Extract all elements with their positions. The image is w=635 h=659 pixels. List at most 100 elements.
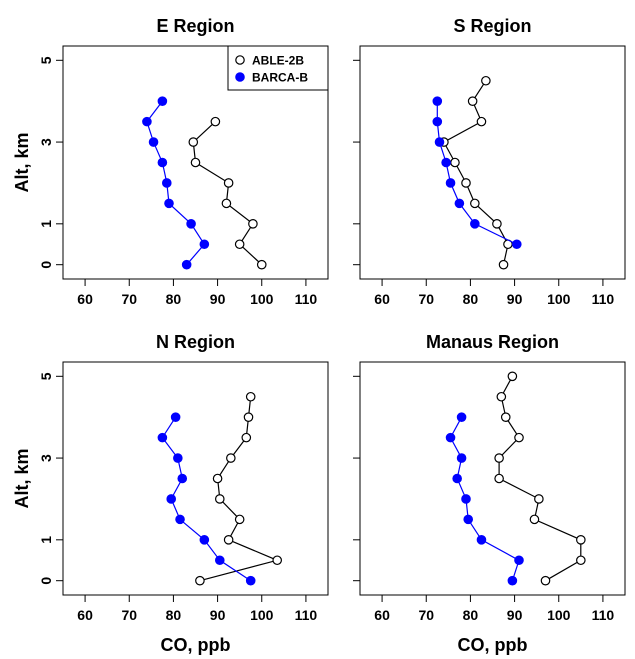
data-point-barca-b [157, 432, 168, 443]
x-tick-label: 70 [121, 291, 137, 307]
data-point-able-2b [507, 371, 518, 382]
x-tick-label: 70 [418, 291, 434, 307]
legend-label: ABLE-2B [252, 54, 304, 68]
data-point-barca-b [507, 575, 518, 586]
data-point-barca-b [157, 157, 168, 168]
plot-frame [62, 361, 329, 596]
x-tick-label: 110 [295, 607, 318, 623]
x-tick-label: 70 [121, 607, 137, 623]
x-tick-label: 90 [507, 291, 523, 307]
x-tick-label: 100 [250, 607, 274, 623]
data-point-barca-b [511, 239, 522, 250]
data-point-able-2b [272, 555, 283, 566]
y-axis-label: Alt, km [12, 448, 32, 508]
data-point-barca-b [445, 432, 456, 443]
data-point-barca-b [170, 412, 181, 422]
data-point-able-2b [467, 96, 478, 106]
x-tick-label: 80 [463, 607, 479, 623]
data-point-able-2b [496, 391, 507, 402]
x-tick-label: 80 [166, 291, 182, 307]
legend-box [227, 45, 329, 91]
x-tick-label: 70 [418, 607, 434, 623]
y-tick-label: 1 [38, 220, 54, 228]
data-point-barca-b [199, 535, 210, 545]
y-tick-label: 3 [38, 138, 54, 146]
data-point-barca-b [445, 178, 456, 188]
data-point-able-2b [492, 219, 502, 229]
data-point-able-2b [188, 137, 199, 147]
x-tick-label: 90 [210, 291, 226, 307]
x-tick-label: 60 [77, 291, 93, 307]
data-point-barca-b [157, 96, 168, 106]
legend-marker [235, 55, 245, 65]
data-point-able-2b [234, 514, 245, 525]
data-point-able-2b [226, 453, 236, 463]
series-line-able-2b [498, 376, 582, 582]
data-point-barca-b [199, 239, 210, 250]
data-point-able-2b [245, 391, 256, 402]
data-point-able-2b [243, 412, 254, 422]
data-point-barca-b [476, 535, 487, 545]
data-point-able-2b [248, 219, 258, 229]
x-tick-label: 60 [374, 291, 390, 307]
plot-frame [359, 45, 626, 280]
x-tick-label: 60 [77, 607, 93, 623]
data-point-barca-b [181, 259, 192, 270]
data-point-barca-b [164, 198, 174, 209]
data-point-able-2b [221, 198, 232, 209]
data-point-barca-b [456, 412, 467, 422]
x-tick-label: 60 [374, 607, 390, 623]
y-tick-label: 0 [38, 577, 54, 585]
data-point-able-2b [234, 239, 245, 250]
x-tick-label: 110 [592, 291, 615, 307]
data-point-barca-b [245, 575, 256, 586]
y-tick-label: 3 [38, 454, 54, 462]
data-point-able-2b [534, 494, 544, 504]
data-point-able-2b [223, 178, 234, 188]
data-point-barca-b [463, 514, 474, 525]
panel-4: Manaus Region 60 70 80 90 100 110 CO, ppb [353, 332, 626, 655]
data-point-barca-b [432, 96, 443, 106]
panel-2: S Region 60 70 80 90 100 110 [353, 16, 626, 307]
x-tick-label: 80 [166, 607, 182, 623]
legend-marker [235, 72, 245, 82]
data-point-able-2b [481, 75, 491, 86]
series-line-barca-b [449, 416, 520, 581]
data-point-able-2b [476, 116, 487, 127]
data-point-able-2b [195, 575, 205, 586]
panel-3: N Region 60 70 80 90 100 110 0 1 3 5 Alt, km CO, ppb [12, 332, 329, 655]
x-tick-label: 80 [463, 291, 479, 307]
data-point-barca-b [432, 116, 443, 127]
data-point-able-2b [190, 157, 201, 168]
data-point-able-2b [494, 453, 504, 463]
data-point-barca-b [175, 514, 185, 525]
y-tick-label: 5 [38, 56, 54, 64]
data-point-barca-b [161, 178, 172, 188]
x-tick-label: 100 [547, 291, 571, 307]
legend-label: BARCA-B [252, 71, 308, 85]
y-tick-label: 1 [38, 536, 54, 544]
data-point-able-2b [494, 473, 504, 484]
data-point-able-2b [450, 157, 460, 168]
data-point-able-2b [214, 494, 225, 504]
data-point-barca-b [148, 137, 159, 147]
data-point-barca-b [452, 473, 462, 484]
series-line-able-2b [443, 80, 509, 265]
data-point-able-2b [256, 259, 267, 270]
data-point-able-2b [470, 198, 480, 209]
data-point-able-2b [576, 555, 586, 566]
data-point-barca-b [166, 494, 177, 504]
data-point-barca-b [514, 555, 524, 566]
data-point-barca-b [441, 157, 451, 168]
data-point-barca-b [142, 116, 152, 127]
series-line-able-2b [199, 396, 280, 582]
plot-frame [359, 361, 626, 596]
data-point-able-2b [576, 535, 586, 545]
data-point-able-2b [514, 432, 524, 443]
y-axis-label: Alt, km [12, 132, 32, 192]
data-point-able-2b [529, 514, 540, 525]
panel-title: N Region [156, 332, 235, 352]
x-tick-label: 110 [592, 607, 615, 623]
panel-title: E Region [156, 16, 234, 36]
data-point-able-2b [498, 259, 509, 270]
